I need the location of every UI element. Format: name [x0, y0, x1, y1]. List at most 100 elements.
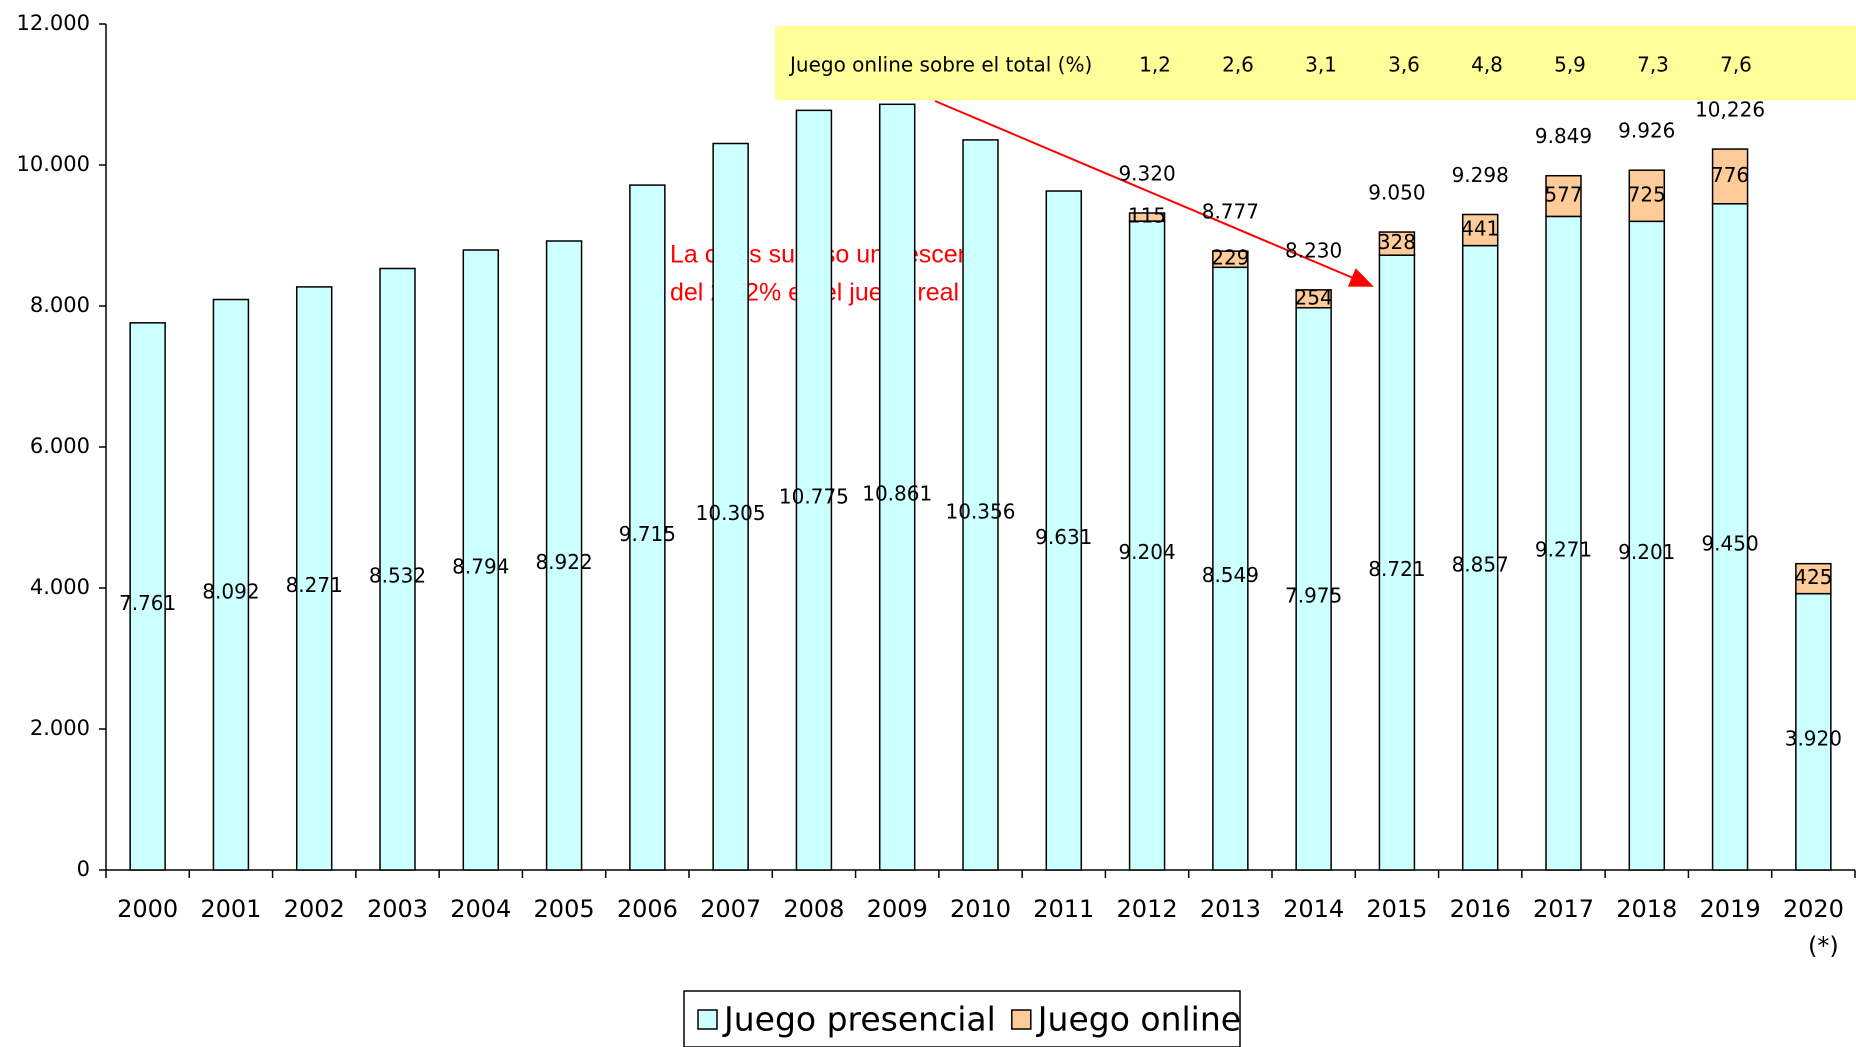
bar-segment [878, 103, 916, 871]
legend-label: Juego presencial [722, 1000, 996, 1039]
value-label: 328 [1378, 230, 1416, 254]
y-tick-label: 0 [77, 857, 90, 881]
share-value: 3,1 [1305, 53, 1337, 77]
share-box [775, 26, 1856, 100]
share-value: 1,2 [1139, 53, 1171, 77]
value-label: 8.532 [369, 564, 426, 588]
arrow [934, 100, 1374, 287]
value-label: 10.305 [696, 501, 766, 525]
total-label: 9.926 [1618, 119, 1675, 143]
total-label: 10,226 [1695, 98, 1765, 122]
x-tick-label: 2010 [950, 895, 1011, 923]
x-tick-label: 2001 [200, 895, 261, 923]
value-label: 9.715 [619, 522, 676, 546]
y-tick-label: 12.000 [17, 11, 90, 35]
bar-segment [1545, 215, 1582, 871]
x-tick-label: 2003 [367, 895, 428, 923]
bar-segment [212, 298, 250, 871]
y-tick-label: 2.000 [30, 716, 90, 740]
value-label: 776 [1711, 163, 1749, 187]
x-tick-label: 2013 [1200, 895, 1261, 923]
total-label: 9.320 [1118, 161, 1175, 185]
bar-segment [1128, 220, 1166, 871]
x-tick-label: 2007 [700, 895, 761, 923]
total-label: 9.849 [1535, 124, 1592, 148]
bar-segment [1378, 254, 1416, 871]
value-label: 7.761 [119, 591, 176, 615]
x-tick-label: 2008 [783, 895, 844, 923]
x-tick-label: 2004 [450, 895, 511, 923]
bar-segment [462, 249, 500, 871]
legend-box [683, 990, 1241, 1047]
share-value: 7,3 [1637, 53, 1669, 77]
x-tick-label: 2002 [284, 895, 345, 923]
value-label: 441 [1461, 217, 1499, 241]
x-tick-label: 2017 [1533, 895, 1594, 923]
x-tick-label: 2006 [617, 895, 678, 923]
y-tick-label: 10.000 [17, 152, 90, 176]
value-label: 7.975 [1285, 583, 1342, 607]
value-label: 10.356 [946, 499, 1016, 523]
x-tick-label: 2018 [1616, 895, 1677, 923]
bar-segment [1461, 244, 1499, 871]
value-label: 8.092 [202, 579, 259, 603]
x-tick-label: 2000 [117, 895, 178, 923]
x-tick-label: 2009 [867, 895, 928, 923]
share-value: 2,6 [1222, 53, 1254, 77]
legend-swatch [697, 1009, 718, 1030]
bar-segment [379, 267, 416, 871]
bar-segment [1295, 307, 1332, 871]
x-tick-label: 2015 [1366, 895, 1427, 923]
x-tick-label: 2012 [1117, 895, 1178, 923]
y-tick-label: 4.000 [30, 575, 90, 599]
value-label: 9.631 [1035, 525, 1092, 549]
value-label: 425 [1794, 565, 1832, 589]
bar-segment [1711, 203, 1749, 871]
share-value: 3,6 [1388, 53, 1420, 77]
total-label: 9.050 [1368, 180, 1425, 204]
value-label: 9.450 [1701, 531, 1758, 555]
share-label: Juego online sobre el total (%) [788, 53, 1092, 77]
value-label: 9.271 [1535, 538, 1592, 562]
bar-segment [1295, 289, 1332, 309]
bar-segment [712, 142, 749, 871]
share-value: 5,9 [1554, 53, 1586, 77]
bar-segment [1795, 592, 1832, 871]
total-label: 9.298 [1452, 163, 1509, 187]
y-tick-label: 8.000 [30, 293, 90, 317]
value-label: 8.271 [286, 573, 343, 597]
value-label: 115 [1128, 204, 1166, 228]
x-tick-label: 2005 [534, 895, 595, 923]
bar-segment [1628, 169, 1666, 223]
legend-label: Juego online [1036, 1000, 1241, 1039]
bar-segment [545, 240, 583, 871]
value-label: 3.920 [1785, 726, 1842, 750]
x-tick-label: 2020 (*) [1783, 895, 1844, 960]
value-label: 8.549 [1202, 563, 1259, 587]
value-label: 9.201 [1618, 540, 1675, 564]
share-value: 4,8 [1471, 53, 1503, 77]
value-label: 10.861 [862, 482, 932, 506]
value-label: 229 [1211, 246, 1249, 270]
bar-segment [1461, 213, 1499, 247]
bar-segment [1545, 174, 1582, 218]
y-tick-label: 6.000 [30, 434, 90, 458]
bar-segment [1128, 212, 1166, 222]
bar-segment [1795, 562, 1832, 595]
bar-segment [1212, 250, 1249, 269]
value-label: 254 [1295, 285, 1333, 309]
total-label: 8.777 [1202, 200, 1259, 224]
value-label: 577 [1544, 183, 1582, 207]
x-tick-label: 2014 [1283, 895, 1344, 923]
value-label: 725 [1628, 182, 1666, 206]
value-label: 8.922 [535, 550, 592, 574]
bar-segment [962, 139, 999, 871]
bar-segment [295, 286, 333, 871]
value-label: 8.857 [1452, 552, 1509, 576]
value-label: 8.721 [1368, 557, 1425, 581]
bar-segment [795, 109, 833, 871]
x-tick-label: 2016 [1450, 895, 1511, 923]
value-label: 9.204 [1118, 540, 1175, 564]
bar-segment [629, 184, 666, 871]
